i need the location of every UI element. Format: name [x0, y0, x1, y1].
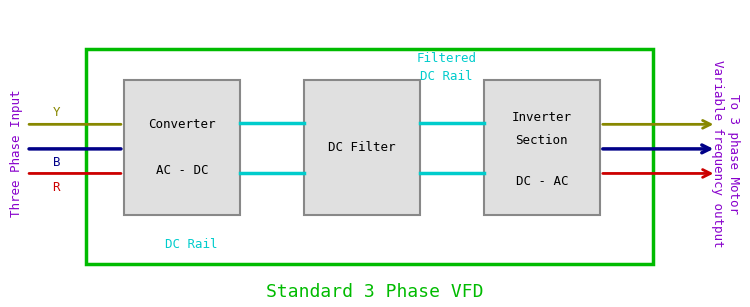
- Bar: [86, 49, 652, 264]
- Text: DC Filter: DC Filter: [328, 141, 396, 154]
- Text: Variable frequency output: Variable frequency output: [711, 60, 724, 247]
- Text: To 3 phase Motor: To 3 phase Motor: [727, 94, 740, 213]
- Text: Inverter: Inverter: [512, 111, 572, 124]
- Text: Filtered
DC Rail: Filtered DC Rail: [416, 52, 476, 83]
- Bar: [124, 80, 240, 215]
- Text: R: R: [53, 181, 60, 194]
- Bar: [304, 80, 420, 215]
- Text: DC Rail: DC Rail: [165, 238, 218, 251]
- Text: Three Phase Input: Three Phase Input: [10, 90, 23, 217]
- Text: Y: Y: [53, 106, 60, 119]
- Text: Section: Section: [516, 134, 568, 147]
- Text: B: B: [53, 156, 60, 169]
- Text: Converter: Converter: [148, 118, 216, 131]
- Text: DC - AC: DC - AC: [516, 175, 568, 188]
- Text: AC - DC: AC - DC: [156, 164, 208, 177]
- Bar: [484, 80, 600, 215]
- Text: Standard 3 Phase VFD: Standard 3 Phase VFD: [266, 283, 484, 301]
